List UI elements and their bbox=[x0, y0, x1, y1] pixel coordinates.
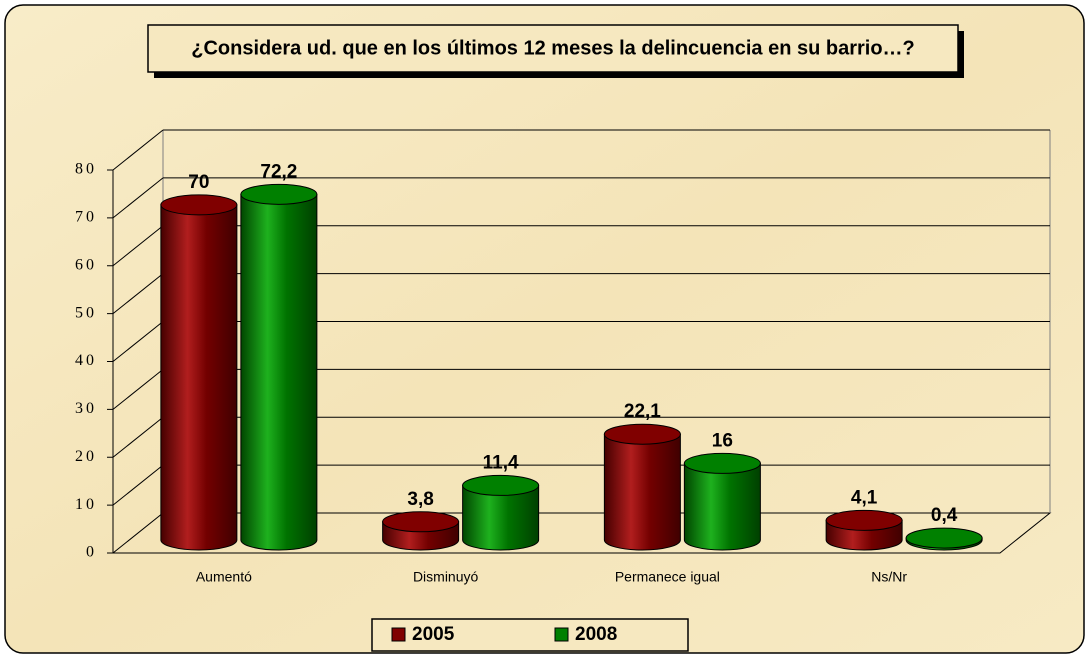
x-tick-label: Permanece igual bbox=[615, 569, 720, 585]
bar-top bbox=[825, 509, 903, 531]
y-tick-label: 50 bbox=[75, 304, 97, 321]
grid-line bbox=[112, 225, 164, 267]
grid-line bbox=[112, 321, 164, 362]
value-label: 4,1 bbox=[851, 487, 878, 508]
grid-line bbox=[112, 177, 164, 219]
bar-top bbox=[462, 474, 540, 496]
bar-top bbox=[240, 183, 318, 205]
x-tick-label: Disminuyó bbox=[413, 569, 479, 585]
y-tick-label: 20 bbox=[75, 448, 97, 465]
value-label: 72,2 bbox=[260, 161, 297, 182]
bar bbox=[603, 433, 681, 551]
bar-top bbox=[603, 423, 681, 445]
value-label: 22,1 bbox=[624, 401, 661, 422]
grid-line bbox=[112, 416, 164, 458]
legend-box bbox=[371, 618, 689, 652]
value-label: 70 bbox=[188, 172, 209, 193]
title-box bbox=[147, 24, 959, 73]
y-tick-label: 60 bbox=[75, 256, 97, 273]
value-label: 3,8 bbox=[407, 489, 433, 510]
value-label: 16 bbox=[712, 430, 733, 451]
grid-line bbox=[112, 129, 164, 171]
chart-title: ¿Considera ud. que en los últimos 12 mes… bbox=[191, 37, 915, 59]
legend-swatch bbox=[391, 627, 406, 642]
bar bbox=[462, 484, 540, 551]
x-tick-label: Ns/Nr bbox=[871, 569, 907, 585]
legend-label: 2008 bbox=[575, 624, 617, 645]
bar bbox=[683, 462, 761, 551]
legend-swatch bbox=[554, 627, 569, 642]
grid-line bbox=[112, 464, 164, 506]
x-tick-label: Aumentó bbox=[196, 569, 252, 585]
y-tick-label: 10 bbox=[75, 496, 97, 513]
value-label: 11,4 bbox=[483, 452, 519, 473]
y-tick-label: 40 bbox=[75, 352, 97, 369]
y-tick-label: 80 bbox=[75, 161, 97, 178]
legend-label: 2005 bbox=[412, 624, 455, 645]
bar bbox=[160, 204, 238, 551]
grid-line bbox=[112, 368, 164, 410]
value-label: 0,4 bbox=[931, 505, 958, 526]
bar-top bbox=[160, 194, 238, 216]
bar-top bbox=[905, 527, 983, 549]
bar-top bbox=[683, 452, 761, 474]
grid-line bbox=[112, 273, 164, 315]
y-tick-label: 70 bbox=[75, 209, 97, 226]
y-tick-label: 30 bbox=[75, 400, 97, 417]
bar-top bbox=[382, 511, 460, 533]
bar bbox=[240, 193, 318, 551]
y-tick-label: 0 bbox=[86, 544, 97, 561]
